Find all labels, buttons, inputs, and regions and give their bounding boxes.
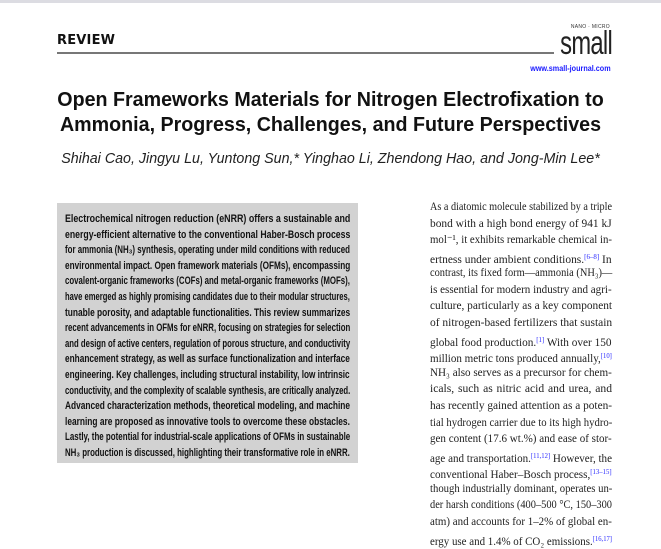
body-text: culture, particularly as a key component xyxy=(430,299,613,313)
body-line: atm) and accounts for 1–2% of global en- xyxy=(430,514,612,528)
body-text: NH₃ also serves as a precursor for chem- xyxy=(430,365,612,379)
abstract-line: covalent-organic frameworks (COFs) and m… xyxy=(65,275,350,288)
body-line: der harsh conditions (400–500 °C, 150–30… xyxy=(430,499,612,511)
body-line: As a diatomic molecule stabilized by a t… xyxy=(430,200,613,213)
body-line-text: though industrially dominant, operates u… xyxy=(430,481,613,495)
abstract-line: have emerged as highly promising candida… xyxy=(65,291,350,303)
body-line-text: age and transportation.[11,12] However, … xyxy=(430,450,612,465)
body-text: In xyxy=(599,252,612,266)
body-text: contrast, its fixed form—ammonia (NH₃)— xyxy=(430,266,613,280)
body-line-text: der harsh conditions (400–500 °C, 150–30… xyxy=(430,499,612,511)
body-text: of nitrogen-based fertilizers that susta… xyxy=(430,316,613,330)
abstract-line: Lastly, the potential for industrial-sca… xyxy=(65,431,351,444)
body-line-text: atm) and accounts for 1–2% of global en- xyxy=(430,514,612,528)
body-line: contrast, its fixed form—ammonia (NH₃)— xyxy=(430,267,612,279)
citation-link[interactable]: [13–15] xyxy=(590,468,612,477)
body-line: tial hydrogen carrier due to its high hy… xyxy=(430,415,613,429)
body-line-text: mol⁻¹, it exhibits remarkable chemical i… xyxy=(430,233,613,247)
abstract-line: for ammonia (NH₃) synthesis, operating u… xyxy=(65,244,350,257)
body-text: However, the xyxy=(550,451,612,465)
body-text: age and transportation. xyxy=(430,451,531,465)
body-text: conventional Haber–Bosch process, xyxy=(430,468,591,482)
body-text: der harsh conditions (400–500 °C, 150–30… xyxy=(430,498,613,512)
abstract-line: conductivity, and the complexity of scal… xyxy=(65,384,351,397)
body-line-text: has recently gained attention as a poten… xyxy=(430,398,613,412)
body-line-text: icals, such as nitric acid and urea, and xyxy=(430,383,612,395)
abstract-line: engineering. Key challenges, including s… xyxy=(65,369,350,381)
body-line-text: NH₃ also serves as a precursor for chem- xyxy=(430,365,612,379)
body-line-text: is essential for modern industry and agr… xyxy=(430,282,612,296)
body-text: As a diatomic molecule stabilized by a t… xyxy=(430,200,613,213)
body-line: culture, particularly as a key component xyxy=(430,300,612,312)
abstract-line: environmental impact. Open framework mat… xyxy=(65,259,351,272)
body-text: tial hydrogen carrier due to its high hy… xyxy=(430,415,613,429)
body-line: ertness under ambient conditions.[6–8] I… xyxy=(430,251,612,266)
abstract-box: Electrochemical nitrogen reduction (eNRR… xyxy=(57,203,358,463)
paper-title: Open Frameworks Materials for Nitrogen E… xyxy=(0,88,661,138)
body-column: As a diatomic molecule stabilized by a t… xyxy=(430,200,613,549)
body-line-text: global food production.[1] With over 150 xyxy=(430,334,612,349)
abstract-line: and design of active centers, regulation… xyxy=(65,337,351,350)
body-text: global food production. xyxy=(430,335,537,349)
body-line: conventional Haber–Bosch process,[13–15] xyxy=(430,466,612,481)
citation-link[interactable]: [16,17] xyxy=(592,534,612,543)
viewer-top-bar xyxy=(0,0,661,3)
abstract-line: NH₃ production is discussed, highlightin… xyxy=(65,447,350,459)
body-text: has recently gained attention as a poten… xyxy=(430,398,613,412)
journal-logo-name: small xyxy=(560,24,613,61)
citation-link[interactable]: [6–8] xyxy=(584,252,600,261)
body-line-text: culture, particularly as a key component xyxy=(430,300,612,312)
body-line-text: gen content (17.6 wt.%) and ease of stor… xyxy=(430,432,612,446)
body-text: though industrially dominant, operates u… xyxy=(430,481,613,495)
journal-logo: NANO · MICRO small xyxy=(552,24,613,62)
journal-url-link[interactable]: www.small-journal.com xyxy=(530,63,611,73)
body-line: NH₃ also serves as a precursor for chem- xyxy=(430,365,612,379)
body-line: global food production.[1] With over 150 xyxy=(430,334,612,349)
body-line: is essential for modern industry and agr… xyxy=(430,282,612,296)
citation-link[interactable]: [10] xyxy=(600,352,612,361)
body-text: mol⁻¹, it exhibits remarkable chemical i… xyxy=(430,233,613,247)
body-text: gen content (17.6 wt.%) and ease of stor… xyxy=(430,432,612,446)
body-text: million metric tons produced annually, xyxy=(430,352,601,366)
body-text: atm) and accounts for 1–2% of global en- xyxy=(430,514,612,528)
body-line-text: of nitrogen-based fertilizers that susta… xyxy=(430,316,613,330)
body-text: bond with a high bond energy of 941 kJ xyxy=(430,216,612,230)
abstract-line: learning are proposed as innovative tool… xyxy=(65,415,350,428)
body-line: million metric tons produced annually,[1… xyxy=(430,350,612,365)
body-text: ertness under ambient conditions. xyxy=(430,252,585,266)
author-list: Shihai Cao, Jingyu Lu, Yuntong Sun,* Yin… xyxy=(61,151,600,167)
body-line-text: bond with a high bond energy of 941 kJ xyxy=(430,216,612,230)
body-text: With over 150 xyxy=(544,335,612,349)
body-line-text: ertness under ambient conditions.[6–8] I… xyxy=(430,251,612,266)
header-rule xyxy=(57,52,554,54)
body-line-text: million metric tons produced annually,[1… xyxy=(430,350,612,365)
abstract-line: energy-efficient alternative to the conv… xyxy=(65,228,351,241)
body-text: icals, such as nitric acid and urea, and xyxy=(430,382,612,396)
body-line-text: As a diatomic molecule stabilized by a t… xyxy=(430,200,613,213)
title-line: Open Frameworks Materials for Nitrogen E… xyxy=(57,89,604,111)
body-line-text: contrast, its fixed form—ammonia (NH₃)— xyxy=(430,267,612,279)
body-line: mol⁻¹, it exhibits remarkable chemical i… xyxy=(430,233,613,247)
title-line: Ammonia, Progress, Challenges, and Futur… xyxy=(59,114,602,136)
body-text: ergy use and 1.4% of CO₂ emissions. xyxy=(430,534,593,548)
section-label: REVIEW xyxy=(57,33,116,48)
body-line: gen content (17.6 wt.%) and ease of stor… xyxy=(430,432,612,446)
journal-logo-tag: NANO · MICRO xyxy=(570,24,610,30)
body-line: has recently gained attention as a poten… xyxy=(430,398,613,412)
abstract-line: recent advancements in OFMs for eNRR, fo… xyxy=(65,322,351,335)
body-line-text: tial hydrogen carrier due to its high hy… xyxy=(430,415,613,429)
body-line: of nitrogen-based fertilizers that susta… xyxy=(430,316,613,330)
abstract-line: tunable porosity, and adaptable function… xyxy=(65,306,351,319)
body-line: bond with a high bond energy of 941 kJ xyxy=(430,216,612,230)
body-line: ergy use and 1.4% of CO₂ emissions.[16,1… xyxy=(430,533,612,548)
body-text: is essential for modern industry and agr… xyxy=(430,282,612,296)
abstract-line: Advanced characterization methods, theor… xyxy=(65,400,351,413)
body-line-text: conventional Haber–Bosch process,[13–15] xyxy=(430,466,612,481)
abstract-line: Electrochemical nitrogen reduction (eNRR… xyxy=(65,213,351,225)
abstract-line: enhancement strategy, as well as surface… xyxy=(65,353,350,366)
body-line: icals, such as nitric acid and urea, and xyxy=(430,383,612,395)
body-line-text: ergy use and 1.4% of CO₂ emissions.[16,1… xyxy=(430,533,612,548)
body-line: though industrially dominant, operates u… xyxy=(430,481,613,495)
citation-link[interactable]: [1] xyxy=(536,335,545,344)
